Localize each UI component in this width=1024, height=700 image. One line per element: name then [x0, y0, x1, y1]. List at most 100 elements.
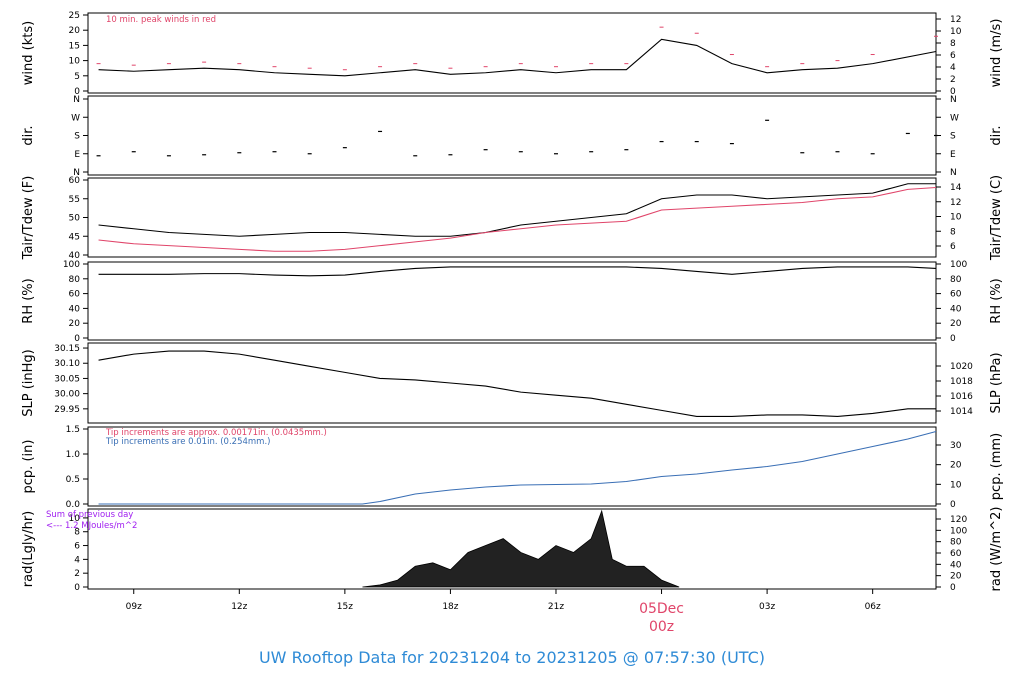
panel-frame: [87, 12, 937, 94]
y-tick-label-right: 1020: [950, 362, 973, 372]
y-tick-label: 50: [69, 214, 81, 224]
y-tick-label-right: 6: [950, 242, 956, 252]
y-tick-label: 25: [69, 11, 80, 21]
y-axis-label-right: wind (m/s): [989, 19, 1004, 88]
y-tick-label: 4: [74, 555, 80, 565]
panel-annotation: 10 min. peak winds in red: [106, 15, 216, 25]
y-tick-label: 20: [69, 26, 81, 36]
y-tick-label: 30.10: [54, 359, 80, 369]
y-tick-label-right: 0: [950, 334, 956, 344]
y-tick-label: 1.5: [66, 425, 80, 435]
panel-wind: wind (kts) wind (m/s) 0 5 10 15 20 25 0 2 4 6 8 10 12 1…: [21, 11, 1004, 97]
panel-rh: RH (%) RH (%) 0 20 40 60 80 100 0 20 40 60 80 100: [21, 260, 1004, 344]
y-tick-label: 5: [74, 72, 80, 82]
panel-frame: [87, 342, 937, 424]
y-tick-label-right: 12: [950, 198, 961, 208]
chart-panels: wind (kts) wind (m/s)05101520250246810121…: [21, 11, 1004, 593]
y-tick-label-right: 4: [950, 63, 956, 73]
series-line-pcp: [98, 430, 937, 505]
y-tick-label-right: N: [950, 168, 957, 178]
y-axis-label-right: RH (%): [989, 278, 1004, 323]
y-axis-label: wind (kts): [21, 21, 36, 85]
y-tick-label-right: 14: [950, 183, 962, 193]
y-tick-label: 8: [74, 528, 80, 538]
y-axis-label: SLP (inHg): [21, 349, 36, 417]
y-tick-label: 1.0: [66, 450, 81, 460]
y-tick-label-right: 100: [950, 260, 967, 270]
y-tick-label: 30.15: [54, 344, 80, 354]
y-tick-label-right: S: [950, 132, 956, 142]
y-tick-label: 2: [74, 569, 80, 579]
x-tick-label: 12z: [231, 602, 247, 612]
y-tick-label-right: 8: [950, 227, 956, 237]
y-tick-label-right: 2: [950, 75, 956, 85]
panel-frame: [87, 95, 937, 176]
y-tick-label: N: [73, 168, 80, 178]
y-tick-label-right: 10: [950, 213, 962, 223]
x-tick-label: 09z: [126, 602, 142, 612]
y-tick-label: 10: [69, 514, 81, 524]
panel-frame: [87, 261, 937, 341]
panel-frame: [87, 426, 937, 507]
y-tick-label-right: 40: [950, 560, 962, 570]
y-axis-label: rad(Lgly/hr): [21, 511, 36, 587]
panel-rad: rad(Lgly/hr) rad (W/m^2)02468100204060801…: [21, 507, 1004, 593]
rad-area: [362, 509, 680, 588]
panel-frame: [87, 177, 937, 258]
y-tick-label-right: 10: [950, 27, 962, 37]
y-tick-label-right: 1014: [950, 407, 973, 417]
y-tick-label-right: 20: [950, 572, 962, 582]
panel-temp: Tair/Tdew (F) Tair/Tdew (C) 40 45 50 55 60 6 8 10…: [21, 175, 1004, 261]
rad-annotation-2: <--- 1.2 MJoules/m^2: [46, 521, 137, 531]
y-tick-label-right: 40: [950, 304, 962, 314]
y-axis-label: dir.: [21, 125, 36, 145]
series-line-wind: [98, 38, 937, 77]
y-axis-label-right: pcp. (mm): [989, 433, 1004, 500]
y-tick-label-right: 60: [950, 549, 962, 559]
y-axis-label-right: Tair/Tdew (C): [989, 175, 1004, 261]
y-tick-label: 30.05: [54, 374, 80, 384]
y-tick-label-right: 30: [950, 441, 962, 451]
y-axis-label: Tair/Tdew (F): [21, 176, 36, 261]
y-tick-label: 6: [74, 542, 80, 552]
x-tick-label: 18z: [442, 602, 458, 612]
y-axis-label-right: rad (W/m^2): [989, 507, 1004, 592]
series-line-tair: [98, 183, 936, 237]
y-axis-label-right: dir.: [989, 125, 1004, 145]
y-tick-label: 55: [69, 195, 80, 205]
y-tick-label: 0: [74, 583, 80, 593]
tip-annotation-blue: Tip increments are 0.01in. (0.254mm.): [105, 437, 270, 447]
x-tick-label: 21z: [548, 602, 564, 612]
y-tick-label: 80: [69, 275, 81, 285]
y-tick-label-right: 80: [950, 275, 962, 285]
y-tick-label-right: E: [950, 150, 956, 160]
y-tick-label-right: 100: [950, 526, 967, 536]
y-tick-label: 40: [69, 304, 81, 314]
x-tick-label: 06z: [865, 602, 881, 612]
y-tick-label: N: [73, 95, 80, 105]
series-line-rh: [98, 266, 937, 277]
y-tick-label-right: 1018: [950, 377, 973, 387]
y-tick-label: 40: [69, 251, 81, 261]
rad-annotation-1: Sum of previous day: [46, 510, 133, 520]
y-axis-label: pcp. (in): [21, 440, 36, 494]
series-line-tdew: [98, 186, 937, 252]
y-tick-label-right: 12: [950, 15, 961, 25]
y-tick-label-right: 0: [950, 87, 956, 97]
y-tick-label-right: 80: [950, 538, 962, 548]
y-tick-label: 0.5: [66, 475, 80, 485]
y-tick-label-right: W: [950, 113, 959, 123]
y-tick-label: 0: [74, 87, 80, 97]
x-axis: 09z 12z 15z 18z 21z 05Dec 00z 03z 06z: [126, 589, 881, 635]
y-tick-label: 29.95: [54, 405, 80, 415]
x-date-sublabel: 00z: [649, 619, 674, 635]
y-tick-label-right: 10: [950, 480, 962, 490]
y-tick-label-right: 60: [950, 290, 962, 300]
y-tick-label: 20: [69, 319, 81, 329]
y-tick-label-right: 0: [950, 583, 956, 593]
y-tick-label: W: [71, 113, 80, 123]
y-tick-label: E: [74, 150, 80, 160]
series-line-slp: [98, 350, 936, 417]
y-tick-label: 15: [69, 41, 80, 51]
